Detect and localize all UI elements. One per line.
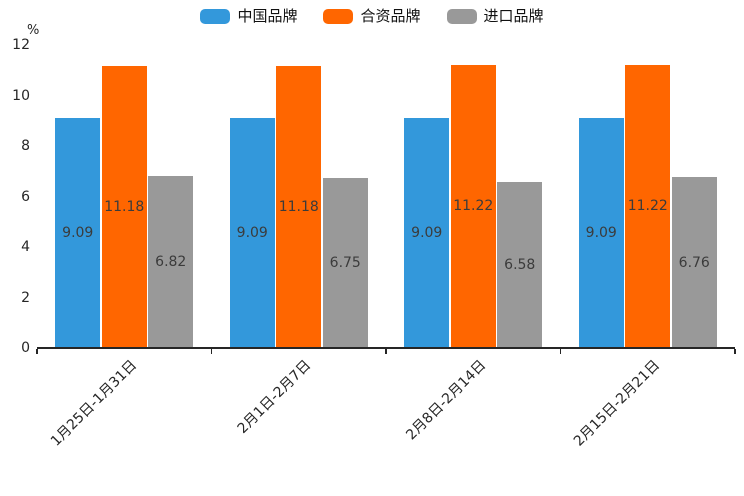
y-axis-tick-label: 12	[12, 37, 30, 53]
y-axis-tick-label: 10	[12, 87, 30, 104]
bar-value-label: 9.09	[62, 225, 94, 242]
bar-合资品牌-1	[101, 65, 147, 348]
y-axis-tick-label: 6	[21, 188, 30, 205]
bar-value-label: 6.75	[329, 254, 361, 271]
bar-进口品牌-2	[322, 177, 368, 348]
x-axis-line	[37, 347, 735, 349]
x-axis-tick-mark	[36, 349, 38, 354]
y-axis-unit-label: %	[27, 23, 40, 38]
bar-value-label: 11.22	[627, 198, 668, 215]
bar-中国品牌-3	[404, 118, 450, 348]
bar-进口品牌-3	[497, 181, 543, 348]
x-axis-tick-mark	[210, 349, 213, 354]
x-axis-tick-mark	[385, 349, 387, 354]
legend-swatch-icon	[446, 9, 477, 24]
bar-中国品牌-1	[55, 118, 101, 348]
bar-value-label: 9.09	[585, 225, 617, 242]
bar-value-label: 11.18	[278, 198, 319, 215]
bar-进口品牌-4	[671, 177, 717, 348]
x-axis-category-label: 1月25日-1月31日	[47, 357, 140, 450]
bar-value-label: 11.22	[453, 198, 494, 215]
bar-中国品牌-4	[578, 118, 624, 348]
x-axis-category-label: 2月15日-2月21日	[571, 357, 664, 450]
bar-value-label: 6.76	[678, 254, 710, 271]
y-axis-tick-label: 0	[21, 340, 30, 356]
bar-value-label: 11.18	[104, 198, 145, 215]
legend-item-3: 进口品牌	[446, 7, 544, 25]
legend-item-2: 合资品牌	[323, 7, 421, 25]
bar-value-label: 9.09	[411, 225, 443, 242]
legend-item-label: 合资品牌	[360, 7, 421, 25]
x-axis-tick-mark	[559, 349, 562, 354]
x-axis-category-label: 2月8日-2月14日	[402, 357, 489, 444]
chart-legend: 中国品牌 合资品牌 进口品牌	[0, 9, 744, 24]
legend-swatch-icon	[200, 9, 231, 24]
bar-合资品牌-2	[276, 65, 322, 348]
legend-item-1: 中国品牌	[200, 9, 297, 24]
bar-进口品牌-1	[148, 175, 194, 348]
bar-value-label: 9.09	[236, 225, 268, 242]
bar-value-label: 6.58	[504, 256, 536, 273]
y-axis-tick-label: 8	[21, 138, 30, 154]
bar-合资品牌-4	[625, 64, 671, 348]
x-axis-category-label: 2月1日-2月7日	[234, 357, 315, 437]
legend-swatch-icon	[323, 9, 354, 24]
y-axis-tick-label: 2	[21, 289, 30, 306]
y-axis-tick-label: 4	[21, 239, 30, 255]
x-axis-tick-mark	[734, 349, 736, 354]
legend-item-label: 进口品牌	[483, 7, 544, 25]
bar-value-label: 6.82	[155, 253, 187, 270]
bar-合资品牌-3	[450, 64, 496, 348]
legend-item-label: 中国品牌	[237, 7, 298, 25]
bar-中国品牌-2	[229, 118, 275, 348]
